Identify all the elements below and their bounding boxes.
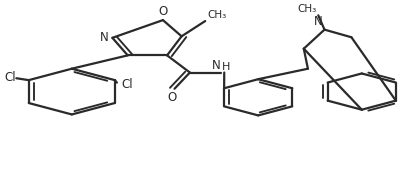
Text: CH₃: CH₃ [297,4,316,14]
Text: O: O [168,91,177,104]
Text: CH₃: CH₃ [207,10,226,20]
Text: H: H [222,61,231,72]
Text: Cl: Cl [121,78,133,91]
Text: N: N [314,15,322,28]
Text: N: N [100,31,109,44]
Text: N: N [212,59,221,72]
Text: Cl: Cl [4,71,16,84]
Text: O: O [158,5,168,18]
